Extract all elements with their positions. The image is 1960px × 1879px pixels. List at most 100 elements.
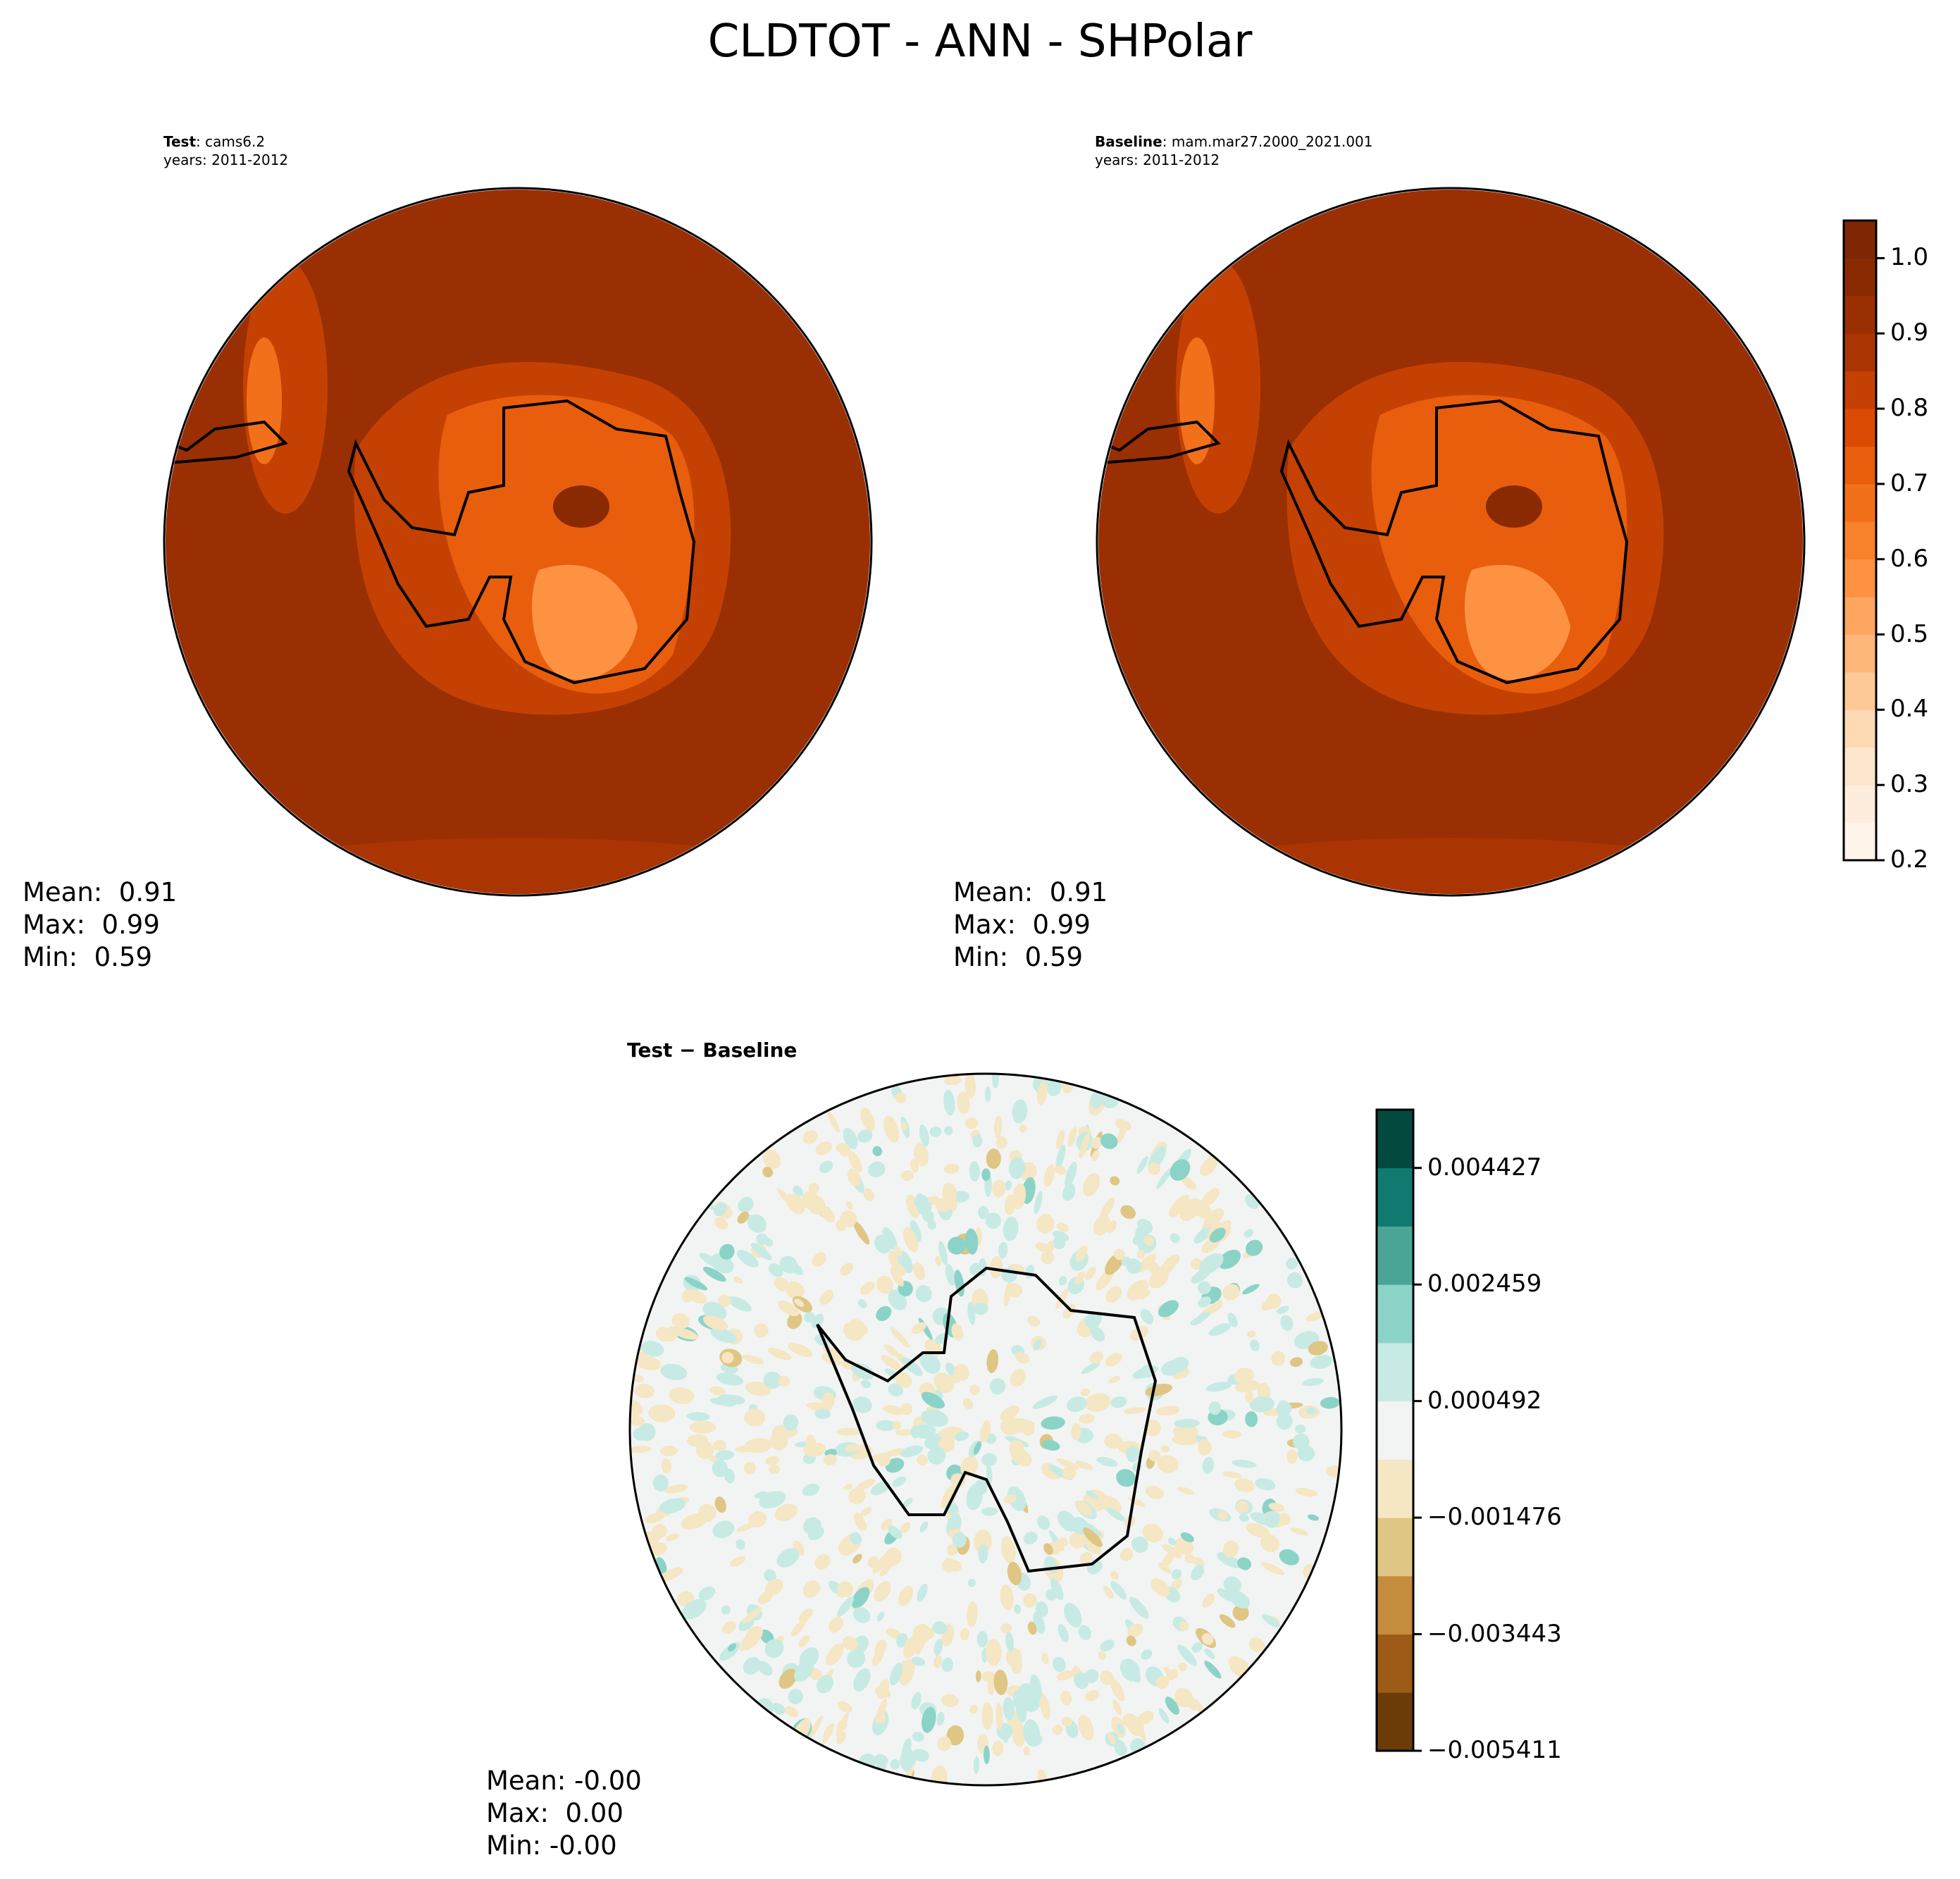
contour-patch xyxy=(1157,1455,1179,1473)
contour-patch xyxy=(1007,1561,1022,1586)
contour-patch xyxy=(890,1327,910,1348)
contour-patch xyxy=(842,1636,858,1651)
contour-patch xyxy=(1012,1183,1026,1210)
contour-patch xyxy=(1066,1396,1087,1413)
contour-patch xyxy=(819,1160,833,1173)
contour-patch xyxy=(1325,1465,1341,1479)
contour-patch xyxy=(857,1299,867,1308)
contour-patch xyxy=(881,1354,902,1371)
contour-patch xyxy=(1014,1604,1022,1614)
contour-patch xyxy=(1310,1354,1333,1370)
contour-patch xyxy=(817,1675,833,1694)
contour-patch xyxy=(1214,1300,1223,1308)
contour-patch xyxy=(1069,1531,1086,1549)
contour-patch xyxy=(900,1170,914,1182)
contour-patch xyxy=(1005,1180,1012,1191)
contour-patch xyxy=(1198,1253,1224,1275)
contour-patch xyxy=(1260,1534,1280,1552)
contour-patch xyxy=(1010,1369,1026,1387)
contour-patch xyxy=(713,1439,726,1451)
contour-patch xyxy=(944,1126,953,1136)
contour-patch xyxy=(1208,1401,1222,1415)
contour-patch xyxy=(1286,1258,1298,1270)
contour-patch xyxy=(962,1398,974,1410)
colorbar-tick-label: 0.2 xyxy=(1890,845,1929,874)
contour-patch xyxy=(1110,1396,1127,1408)
contour-patch xyxy=(992,1740,1004,1756)
contour-patch xyxy=(843,1484,852,1491)
contour-patch xyxy=(1276,1306,1289,1315)
contour-patch xyxy=(974,1479,988,1496)
contour-patch xyxy=(1246,1523,1270,1538)
contour-patch xyxy=(945,1362,957,1377)
contour-patch xyxy=(1000,1623,1012,1633)
contour-patch xyxy=(808,1716,823,1740)
colorbar-tick-label: 0.3 xyxy=(1890,770,1929,799)
baseline-map-boundary xyxy=(1096,187,1806,897)
contour-patch xyxy=(788,1689,803,1704)
contour-patch xyxy=(1197,1281,1211,1295)
contour-patch xyxy=(1085,1490,1098,1499)
contour-patch xyxy=(745,1438,772,1453)
contour-patch xyxy=(967,1301,976,1325)
contour-patch xyxy=(1079,1133,1090,1159)
contour-patch xyxy=(1027,1621,1037,1635)
contour-patch xyxy=(767,1348,792,1360)
contour-patch xyxy=(1041,1416,1065,1430)
contour-patch xyxy=(848,1151,862,1173)
contour-patch xyxy=(1125,1446,1140,1463)
contour-patch xyxy=(822,1723,835,1745)
contour-patch xyxy=(951,1323,964,1341)
contour-patch xyxy=(973,1441,981,1455)
contour-patch xyxy=(979,1420,991,1443)
contour-patch xyxy=(1129,1596,1149,1619)
contour-patch xyxy=(1110,1570,1119,1580)
contour-patch xyxy=(1062,1303,1076,1319)
contour-patch xyxy=(823,1454,837,1466)
contour-patch xyxy=(917,1454,928,1466)
contour-patch xyxy=(650,1542,667,1556)
contour-patch xyxy=(702,1315,728,1331)
contour-patch xyxy=(631,1416,645,1427)
contour-patch xyxy=(1012,1691,1022,1709)
colorbar-band xyxy=(1377,1634,1413,1693)
contour-patch xyxy=(644,1513,665,1523)
contour-patch xyxy=(1113,1248,1126,1260)
contour-patch xyxy=(1074,1500,1093,1516)
contour-patch xyxy=(1005,1631,1014,1653)
colorbar-tick-label: −0.001476 xyxy=(1427,1503,1562,1532)
contour-patch xyxy=(978,1205,989,1220)
contour-patch xyxy=(1110,1580,1127,1600)
contour-patch xyxy=(929,1126,942,1137)
contour-patch xyxy=(1131,1536,1148,1553)
contour-patch xyxy=(874,1686,891,1698)
contour-patch xyxy=(889,1662,903,1686)
contour-patch xyxy=(1103,1586,1115,1599)
contour-patch xyxy=(1163,1666,1172,1675)
contour-patch xyxy=(1056,1222,1069,1232)
test-max: Max: 0.99 xyxy=(23,910,160,940)
contour-patch xyxy=(948,1560,962,1572)
contour-patch xyxy=(1162,1552,1174,1567)
contour-patch xyxy=(1079,1413,1095,1424)
contour-patch xyxy=(1196,1311,1210,1321)
colorbar-band xyxy=(1844,371,1876,409)
contour-patch xyxy=(892,1420,902,1431)
contour-patch xyxy=(1015,1351,1030,1364)
test-map-boundary xyxy=(163,187,873,897)
contour-patch xyxy=(1165,1697,1179,1715)
contour-patch xyxy=(1085,1689,1099,1701)
contour-patch xyxy=(652,1474,669,1492)
contour-patch xyxy=(1181,1692,1197,1711)
contour-patch xyxy=(969,1704,979,1714)
contour-patch xyxy=(1204,1661,1222,1679)
contour-patch xyxy=(1039,1693,1050,1720)
contour-patch xyxy=(837,1581,854,1597)
contour-patch xyxy=(669,1387,695,1404)
contour-patch xyxy=(815,1141,832,1155)
contour-patch xyxy=(778,1375,790,1387)
contour-patch xyxy=(1180,1532,1194,1543)
contour-patch xyxy=(1222,1430,1242,1439)
contour-patch xyxy=(1208,1322,1231,1337)
contour-patch xyxy=(1245,1391,1254,1403)
